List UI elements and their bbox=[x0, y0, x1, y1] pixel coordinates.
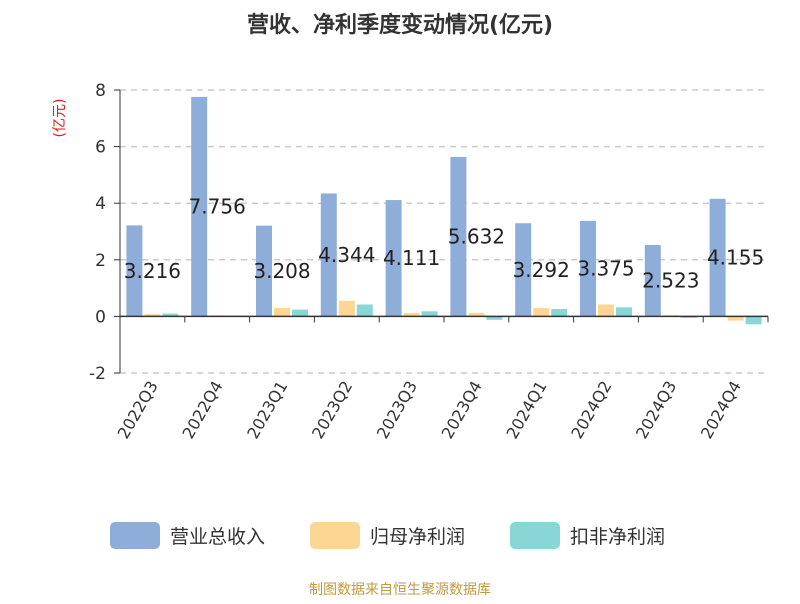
bar-net-profit bbox=[403, 313, 420, 317]
data-label: 3.292 bbox=[513, 258, 570, 282]
bar-net-profit bbox=[727, 316, 744, 321]
bar-revenue bbox=[320, 193, 337, 317]
y-tick-label: 4 bbox=[95, 194, 106, 214]
y-tick-label: -2 bbox=[89, 364, 106, 384]
legend-label: 归母净利润 bbox=[370, 526, 465, 548]
bar-net-profit bbox=[274, 307, 290, 317]
legend-swatch bbox=[310, 522, 360, 549]
x-tick-label: 2023Q4 bbox=[438, 378, 486, 442]
bar-deducted-net-profit bbox=[551, 309, 568, 317]
data-label: 3.208 bbox=[253, 259, 310, 283]
y-tick-label: 6 bbox=[95, 138, 106, 158]
bar-deducted-net-profit bbox=[745, 316, 762, 325]
data-label: 5.632 bbox=[448, 225, 505, 249]
y-tick-label: 8 bbox=[95, 81, 106, 101]
bar-revenue bbox=[644, 244, 661, 317]
x-tick-label: 2023Q3 bbox=[373, 378, 421, 442]
y-tick-label: 2 bbox=[95, 251, 106, 271]
legend-item-revenue: 营业总收入 bbox=[110, 522, 265, 549]
legend-swatch bbox=[510, 522, 560, 549]
data-label: 4.155 bbox=[707, 246, 764, 270]
bar-deducted-net-profit bbox=[616, 307, 632, 317]
x-tick-label: 2024Q2 bbox=[567, 378, 615, 442]
bar-net-profit bbox=[338, 300, 355, 317]
grid-layer bbox=[120, 89, 768, 374]
bar-deducted-net-profit bbox=[486, 316, 503, 320]
bar-revenue bbox=[385, 200, 402, 317]
bar-layer bbox=[126, 96, 762, 325]
bar-revenue bbox=[191, 96, 208, 317]
x-tick-label: 2024Q1 bbox=[502, 378, 550, 442]
legend-item-net-profit: 归母净利润 bbox=[310, 522, 465, 549]
bar-revenue bbox=[256, 225, 272, 317]
bar-net-profit bbox=[533, 307, 550, 317]
legend-swatch bbox=[110, 522, 160, 549]
x-tick-label: 2024Q3 bbox=[632, 378, 680, 442]
x-tick-label: 2024Q4 bbox=[697, 378, 745, 442]
y-tick-label: 0 bbox=[95, 307, 106, 327]
y-axis-unit-label: (亿元) bbox=[52, 99, 68, 138]
bar-revenue bbox=[515, 223, 532, 317]
legend-label: 营业总收入 bbox=[170, 526, 265, 548]
data-label: 3.375 bbox=[577, 257, 634, 281]
legend: 营业总收入 归母净利润 扣非净利润 bbox=[110, 522, 665, 549]
bar-revenue bbox=[580, 220, 596, 317]
source-note: 制图数据来自恒生聚源数据库 bbox=[309, 582, 491, 598]
bar-deducted-net-profit bbox=[421, 311, 438, 317]
bar-revenue bbox=[709, 198, 726, 317]
bar-net-profit bbox=[598, 304, 614, 317]
data-label: 4.111 bbox=[383, 246, 440, 270]
bar-deducted-net-profit bbox=[292, 309, 308, 317]
bar-deducted-net-profit bbox=[162, 313, 179, 317]
x-tick-label: 2022Q4 bbox=[178, 378, 226, 442]
bar-net-profit bbox=[144, 314, 161, 317]
data-label: 4.344 bbox=[318, 243, 375, 267]
data-label: 2.523 bbox=[642, 269, 699, 293]
bar-net-profit bbox=[468, 313, 485, 317]
chart-title: 营收、净利季度变动情况(亿元) bbox=[247, 12, 553, 38]
x-tick-label: 2022Q3 bbox=[114, 378, 162, 442]
legend-label: 扣非净利润 bbox=[570, 526, 665, 548]
bar-deducted-net-profit bbox=[356, 304, 373, 317]
bar-revenue bbox=[450, 157, 467, 317]
bar-revenue bbox=[126, 225, 143, 317]
x-tick-label: 2023Q2 bbox=[308, 378, 356, 442]
data-label: 7.756 bbox=[189, 195, 246, 219]
data-label-layer: 3.216 7.756 3.208 4.344 4.111 5.632 3.292 3.375… bbox=[124, 195, 764, 293]
x-tick-label: 2023Q1 bbox=[243, 378, 291, 442]
data-label: 3.216 bbox=[124, 259, 181, 283]
legend-item-deducted-net-profit: 扣非净利润 bbox=[510, 522, 665, 549]
